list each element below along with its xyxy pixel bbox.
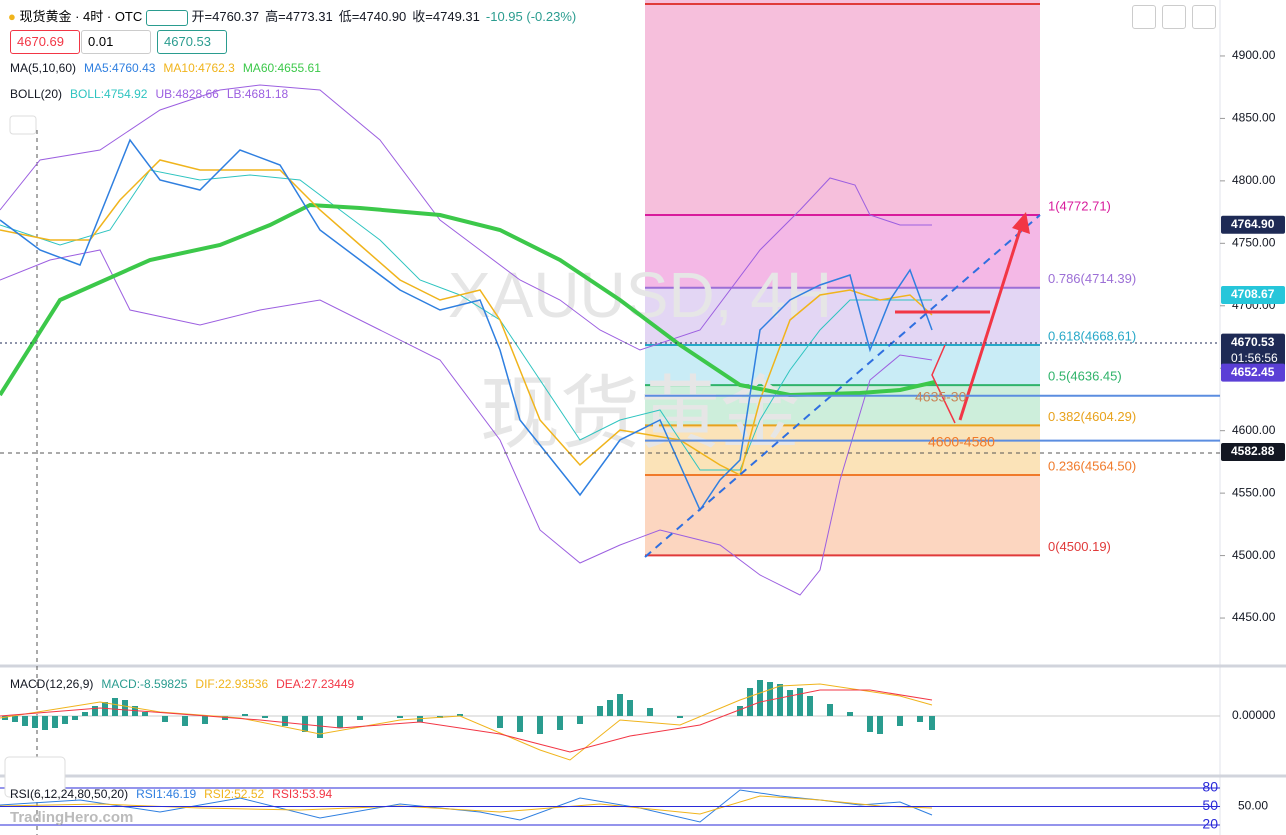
ma10: [0, 159, 933, 477]
rsi-level-label: 50: [1202, 797, 1218, 813]
price-tick-label: 4900.00: [1232, 48, 1276, 62]
price-tick-label: 4450.00: [1232, 610, 1276, 624]
legend-item: BOLL(20): [10, 87, 63, 101]
boll-mid: [0, 169, 932, 471]
macd-dea: [0, 689, 933, 753]
annotation: 4600-4580: [928, 433, 995, 449]
status[interactable]: [145, 9, 188, 26]
fib-label: 0.382(4604.29): [1048, 409, 1136, 424]
price-tick-label: 4600.00: [1232, 423, 1276, 437]
annotation: 4635-30: [915, 388, 967, 404]
collapse-button[interactable]: [9, 115, 37, 135]
legend-item: MACD:-8.59825: [101, 677, 188, 691]
fib-label: 0.5(4636.45): [1048, 369, 1122, 384]
fib-zone: [645, 475, 1040, 556]
legend-item: MA10:4762.3: [163, 61, 235, 75]
legend-item: RSI3:53.94: [272, 787, 333, 801]
rsi2: [0, 795, 933, 815]
rsi-level-label: 20: [1202, 816, 1218, 832]
watermark: XAUUSD, 4H: [448, 259, 832, 331]
price-tag: [1221, 443, 1285, 462]
rsi-level-label: 80: [1202, 779, 1218, 795]
price-tick-label: 4750.00: [1232, 235, 1276, 249]
ohlc-item: 开=4760.37: [191, 9, 260, 24]
legend-row: RSI(6,12,24,80,50,20) RSI1:46.19 RSI2:52.5…: [10, 786, 340, 803]
legend-item: BOLL:4754.92: [70, 87, 148, 101]
price-tag-label: 4670.53: [1231, 335, 1275, 349]
legend-item: MA5:4760.43: [84, 61, 156, 75]
legend-item: MA(5,10,60): [10, 61, 77, 75]
refresh-button[interactable]: [1192, 5, 1216, 29]
arrow-up: [958, 229, 1022, 421]
fib-zone: [645, 425, 1040, 476]
price-tag-label: 4652.45: [1231, 365, 1275, 379]
price-tag-label: 4764.90: [1231, 217, 1275, 231]
fib-label: 0(4500.19): [1048, 539, 1111, 554]
legend-item: DIF:22.93536: [195, 677, 269, 691]
macd-hist: [2, 680, 935, 738]
price-tag: [1221, 215, 1285, 234]
ohlc-item: 高=4773.31: [265, 9, 333, 24]
arrow-head: [1012, 212, 1030, 234]
price-tick-label: 4850.00: [1232, 111, 1276, 125]
ma60: [0, 202, 936, 398]
fib-zone-top: [645, 0, 1040, 215]
arrow-down: [931, 344, 956, 424]
price-tag: [1221, 363, 1285, 382]
price-tick-label: 4550.00: [1232, 485, 1276, 499]
buy-button[interactable]: 4670.53: [157, 30, 227, 54]
rsi-tick-label: 50.00: [1238, 799, 1268, 813]
legend-item: RSI1:46.19: [136, 787, 197, 801]
down-button[interactable]: [1132, 5, 1156, 29]
price-tag-label: 4582.88: [1231, 444, 1275, 458]
ohlc-item: 低=4740.90: [338, 9, 407, 24]
legend-item: MA60:4655.61: [242, 61, 321, 75]
window-buttons: [1132, 5, 1216, 29]
axis-bg: [1220, 0, 1286, 835]
toolbar[interactable]: [4, 756, 66, 798]
header: ● 现货黄金 · 4时 · OTC 开=4760.37 高=4773.31 低=47…: [8, 6, 582, 26]
price-tag: [1221, 333, 1285, 368]
fib-label: 0.236(4564.50): [1048, 458, 1136, 473]
legend-item: DEA:27.23449: [276, 677, 355, 691]
legend-row: BOLL(20) BOLL:4754.92 UB:4828.66 LB:4681.18: [10, 86, 296, 103]
boll-upper: [0, 84, 932, 351]
qty-input[interactable]: 0.01: [81, 30, 151, 54]
expand-button[interactable]: [1162, 5, 1186, 29]
legend-item: RSI(6,12,24,80,50,20): [10, 787, 129, 801]
fib-zone: [645, 214, 1040, 288]
legend-item: LB:4681.18: [226, 87, 289, 101]
boll-lower: [0, 249, 933, 596]
price-tick-label: 4800.00: [1232, 173, 1276, 187]
ma5: [0, 138, 933, 512]
ohlc-item: -10.95 (-0.23%): [485, 9, 577, 24]
fib-label: 0.618(4668.61): [1048, 328, 1136, 343]
price-tag-label: 4708.67: [1231, 287, 1275, 301]
macd-tick-label: 0.00000: [1232, 708, 1276, 722]
legend-item: UB:4828.66: [155, 87, 219, 101]
legend-row: MACD(12,26,9) MACD:-8.59825 DIF:22.93536 DE…: [10, 676, 362, 693]
ohlc: 开=4760.37 高=4773.31 低=4740.90 收=4749.31 -10.…: [192, 9, 583, 24]
legend-row: MA(5,10,60) MA5:4760.43 MA10:4762.3 MA60:46…: [10, 60, 329, 77]
fib-label: 1(4772.71): [1048, 198, 1111, 213]
sell-button[interactable]: 4670.69: [10, 30, 80, 54]
axis-group: 4450.004500.004550.004600.004650.004700.…: [0, 48, 1285, 832]
price-tick-label: 4500.00: [1232, 548, 1276, 562]
fib-label: 0.786(4714.39): [1048, 271, 1136, 286]
brand: TradingHero.com: [10, 809, 133, 826]
symbol: 现货黄金 · 4时 · OTC: [19, 9, 143, 24]
legend-item: RSI2:52.52: [204, 787, 265, 801]
ohlc-item: 收=4749.31: [412, 9, 480, 24]
price-tag: [1221, 285, 1285, 304]
countdown: 01:56:56: [1231, 351, 1278, 365]
legend-item: MACD(12,26,9): [10, 677, 94, 691]
trend-line: [644, 214, 1041, 558]
